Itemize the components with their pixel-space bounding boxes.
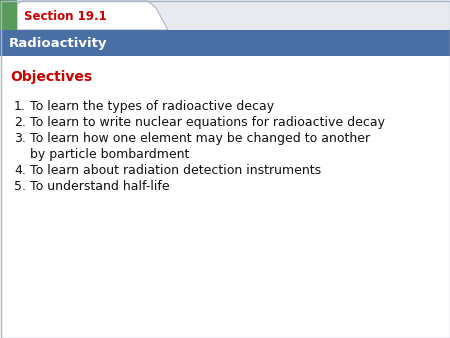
Text: To learn about radiation detection instruments: To learn about radiation detection instr… (30, 164, 321, 177)
Text: 5.: 5. (14, 180, 26, 193)
Text: To learn to write nuclear equations for radioactive decay: To learn to write nuclear equations for … (30, 116, 385, 129)
Text: To understand half-life: To understand half-life (30, 180, 170, 193)
Polygon shape (17, 1, 168, 30)
Text: by particle bombardment: by particle bombardment (30, 148, 189, 161)
Text: To learn the types of radioactive decay: To learn the types of radioactive decay (30, 100, 274, 113)
Text: Section 19.1: Section 19.1 (24, 9, 107, 23)
Text: Radioactivity: Radioactivity (9, 37, 108, 49)
Text: Objectives: Objectives (10, 70, 92, 84)
Text: To learn how one element may be changed to another: To learn how one element may be changed … (30, 132, 370, 145)
FancyBboxPatch shape (0, 0, 450, 30)
FancyBboxPatch shape (0, 0, 17, 30)
Text: 2.: 2. (14, 116, 26, 129)
FancyBboxPatch shape (0, 30, 450, 56)
Text: 1.: 1. (14, 100, 26, 113)
Text: 4.: 4. (14, 164, 26, 177)
Text: 3.: 3. (14, 132, 26, 145)
